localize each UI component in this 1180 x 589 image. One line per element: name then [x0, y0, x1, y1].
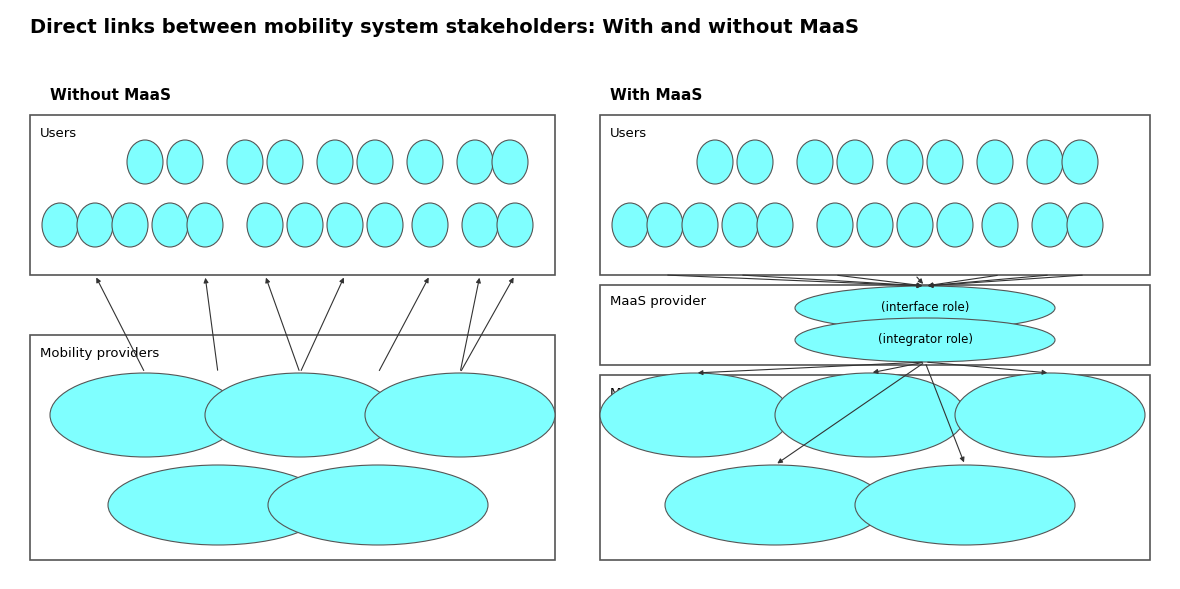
- Ellipse shape: [365, 373, 555, 457]
- Ellipse shape: [1032, 203, 1068, 247]
- Ellipse shape: [457, 140, 493, 184]
- Ellipse shape: [205, 373, 395, 457]
- Ellipse shape: [817, 203, 853, 247]
- Ellipse shape: [1062, 140, 1099, 184]
- Ellipse shape: [412, 203, 448, 247]
- Ellipse shape: [722, 203, 758, 247]
- Ellipse shape: [109, 465, 328, 545]
- Ellipse shape: [612, 203, 648, 247]
- Ellipse shape: [268, 465, 489, 545]
- Bar: [599, 115, 1150, 275]
- Ellipse shape: [497, 203, 533, 247]
- Text: (integrator role): (integrator role): [878, 333, 972, 346]
- Ellipse shape: [367, 203, 404, 247]
- Ellipse shape: [937, 203, 974, 247]
- Bar: [599, 285, 1150, 365]
- Ellipse shape: [77, 203, 113, 247]
- Ellipse shape: [795, 286, 1055, 330]
- Ellipse shape: [682, 203, 717, 247]
- Ellipse shape: [599, 373, 789, 457]
- Ellipse shape: [775, 373, 965, 457]
- Ellipse shape: [837, 140, 873, 184]
- Ellipse shape: [897, 203, 933, 247]
- Ellipse shape: [317, 140, 353, 184]
- Ellipse shape: [927, 140, 963, 184]
- Ellipse shape: [795, 318, 1055, 362]
- Bar: [30, 335, 555, 560]
- Text: Users: Users: [610, 127, 647, 140]
- Text: (interface role): (interface role): [880, 302, 969, 315]
- Ellipse shape: [50, 373, 240, 457]
- Text: With MaaS: With MaaS: [610, 88, 702, 103]
- Text: Mobility providers: Mobility providers: [40, 347, 159, 360]
- Text: Direct links between mobility system stakeholders: With and without MaaS: Direct links between mobility system sta…: [30, 18, 859, 37]
- Ellipse shape: [492, 140, 527, 184]
- Ellipse shape: [358, 140, 393, 184]
- Text: MaaS provider: MaaS provider: [610, 295, 706, 308]
- Bar: [30, 115, 555, 275]
- Ellipse shape: [666, 465, 885, 545]
- Bar: [599, 375, 1150, 560]
- Text: Without MaaS: Without MaaS: [50, 88, 171, 103]
- Ellipse shape: [227, 140, 263, 184]
- Ellipse shape: [267, 140, 303, 184]
- Ellipse shape: [856, 465, 1075, 545]
- Ellipse shape: [982, 203, 1018, 247]
- Ellipse shape: [42, 203, 78, 247]
- Ellipse shape: [1067, 203, 1103, 247]
- Ellipse shape: [152, 203, 188, 247]
- Ellipse shape: [127, 140, 163, 184]
- Text: Mobility providers: Mobility providers: [610, 387, 729, 400]
- Ellipse shape: [977, 140, 1012, 184]
- Text: Users: Users: [40, 127, 77, 140]
- Ellipse shape: [463, 203, 498, 247]
- Ellipse shape: [697, 140, 733, 184]
- Ellipse shape: [647, 203, 683, 247]
- Ellipse shape: [1027, 140, 1063, 184]
- Ellipse shape: [857, 203, 893, 247]
- Ellipse shape: [327, 203, 363, 247]
- Ellipse shape: [887, 140, 923, 184]
- Ellipse shape: [168, 140, 203, 184]
- Ellipse shape: [112, 203, 148, 247]
- Ellipse shape: [287, 203, 323, 247]
- Ellipse shape: [738, 140, 773, 184]
- Ellipse shape: [955, 373, 1145, 457]
- Ellipse shape: [796, 140, 833, 184]
- Ellipse shape: [407, 140, 442, 184]
- Ellipse shape: [247, 203, 283, 247]
- Ellipse shape: [186, 203, 223, 247]
- Ellipse shape: [758, 203, 793, 247]
